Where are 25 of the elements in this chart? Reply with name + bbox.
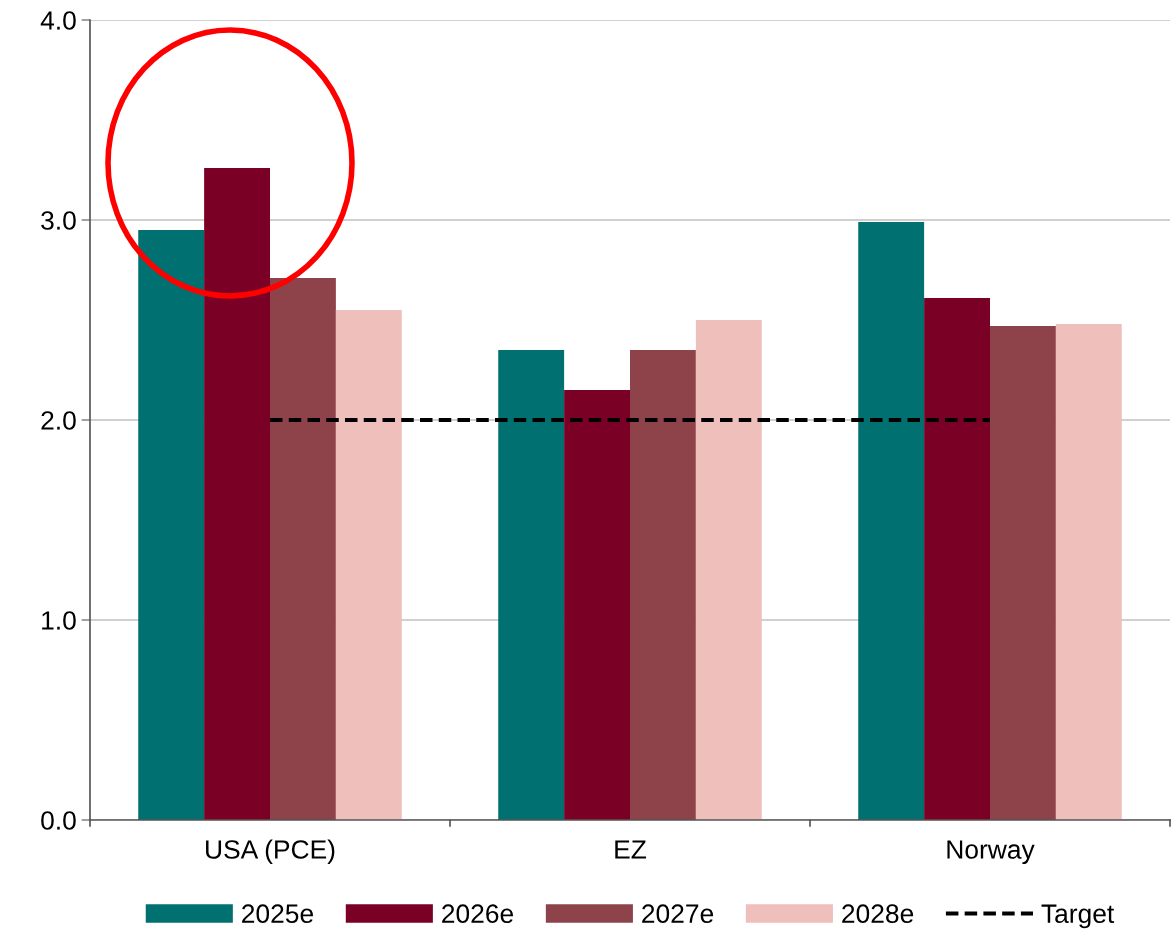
- x-tick-label: USA (PCE): [206, 839, 335, 865]
- bar: [335, 310, 402, 820]
- bar: [924, 298, 990, 820]
- bar: [204, 168, 270, 820]
- legend-label: 2026e: [442, 904, 514, 924]
- bar: [858, 222, 925, 820]
- y-tick-label: 0.0: [41, 811, 76, 830]
- legend-label: 2028e: [842, 904, 914, 924]
- bar: [990, 326, 1056, 820]
- legend-label: 2025e: [242, 904, 313, 924]
- y-tick-label: 2.0: [41, 411, 76, 430]
- y-tick-label: 1.0: [42, 611, 76, 630]
- legend-label: 2027e: [642, 904, 714, 924]
- legend-label: Target: [1041, 904, 1115, 929]
- x-tick-label: Norway: [947, 840, 1035, 865]
- bar: [498, 350, 565, 820]
- y-tick-label: 3.0: [41, 211, 76, 230]
- bar: [564, 390, 630, 820]
- bar: [270, 278, 336, 820]
- x-tick-label: EZ: [615, 840, 647, 859]
- bar: [695, 320, 762, 820]
- y-tick-label: 4.0: [40, 11, 76, 30]
- bar: [630, 350, 696, 820]
- bar: [1055, 324, 1122, 820]
- bar: [138, 230, 205, 820]
